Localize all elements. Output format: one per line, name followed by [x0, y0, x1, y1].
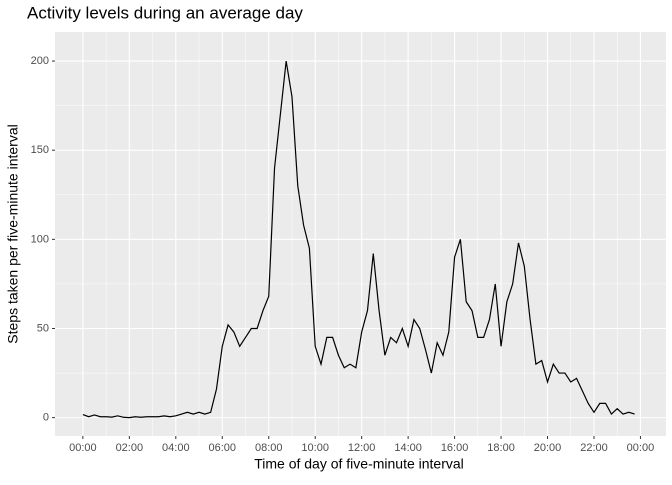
x-tick-label: 10:00: [301, 442, 329, 454]
y-tick-label: 200: [31, 55, 49, 67]
x-tick-label: 06:00: [209, 442, 237, 454]
x-tick-label: 00:00: [627, 442, 655, 454]
y-tick-label: 150: [31, 144, 49, 156]
x-tick-label: 14:00: [394, 442, 422, 454]
x-tick-label: 16:00: [441, 442, 469, 454]
x-tick-label: 04:00: [162, 442, 190, 454]
x-tick-label: 08:00: [255, 442, 283, 454]
x-tick-label: 00:00: [69, 442, 97, 454]
data-line: [82, 60, 635, 419]
chart-title: Activity levels during an average day: [27, 3, 303, 22]
x-tick-label: 22:00: [580, 442, 608, 454]
x-tick-label: 20:00: [534, 442, 562, 454]
x-tick-label: 12:00: [348, 442, 376, 454]
y-axis-title: Steps taken per five-minute interval: [5, 124, 21, 343]
x-axis-title: Time of day of five-minute interval: [254, 456, 464, 472]
y-tick-label: 50: [37, 322, 49, 334]
y-tick-label: 100: [31, 233, 49, 245]
panel: [55, 32, 666, 436]
y-tick-label: 0: [43, 412, 49, 424]
x-tick-label: 02:00: [116, 442, 144, 454]
x-tick-label: 18:00: [487, 442, 515, 454]
